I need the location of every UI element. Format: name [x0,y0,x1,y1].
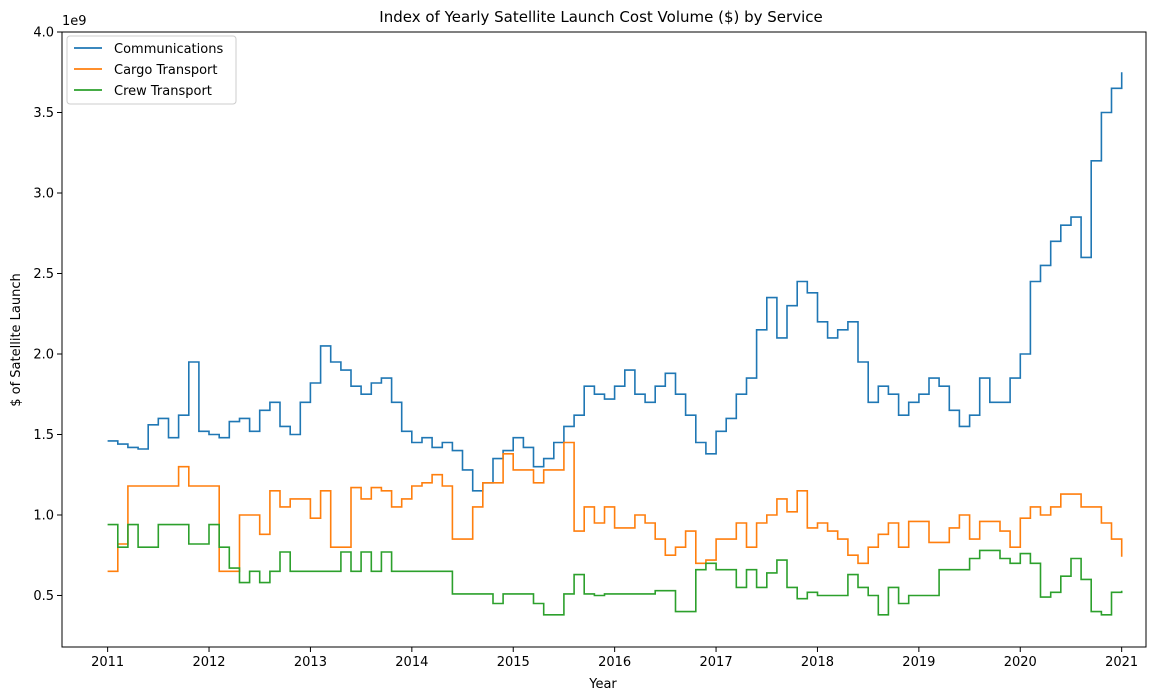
x-tick-label: 2016 [598,655,631,670]
legend: Communications Cargo Transport Crew Transp… [66,35,237,105]
x-tick-label: 2013 [294,655,327,670]
y-tick-label: 1.5 [33,428,54,443]
legend-label: Cargo Transport [114,63,218,78]
x-axis-label: Year [588,677,617,692]
legend-box [66,35,237,105]
series-line-cargo-transport [107,441,1123,573]
y-tick-label: 0.5 [33,589,54,604]
y-axis-label: $ of Satellite Launch [9,273,24,407]
y-axis: 0.5 1.0 1.5 2.0 2.5 3.0 3.5 4.0 [33,26,62,604]
x-tick-label: 2012 [192,655,225,670]
y-tick-label: 1.0 [33,508,54,523]
y-tick-label: 2.5 [33,267,54,282]
series-line-crew-transport [107,523,1123,616]
y-axis-offset-text: 1e9 [62,14,87,29]
x-tick-label: 2011 [91,655,124,670]
x-tick-label: 2021 [1105,655,1138,670]
x-tick-label: 2014 [395,655,428,670]
chart-title: Index of Yearly Satellite Launch Cost Vo… [379,8,822,26]
x-axis: 2011 2012 2013 2014 2015 2016 2017 2018 2019 2020… [91,647,1138,670]
legend-label: Crew Transport [114,84,212,99]
x-tick-label: 2019 [902,655,935,670]
plot-frame [61,31,1147,648]
x-tick-label: 2015 [497,655,530,670]
y-tick-label: 2.0 [33,347,54,362]
x-tick-label: 2017 [700,655,733,670]
y-tick-label: 4.0 [33,26,54,41]
y-tick-label: 3.5 [33,106,54,121]
legend-label: Communications [114,42,223,57]
x-tick-label: 2018 [801,655,834,670]
series-line-communications [107,72,1123,492]
x-tick-label: 2020 [1004,655,1037,670]
series-layer [107,72,1123,616]
y-tick-label: 3.0 [33,186,54,201]
